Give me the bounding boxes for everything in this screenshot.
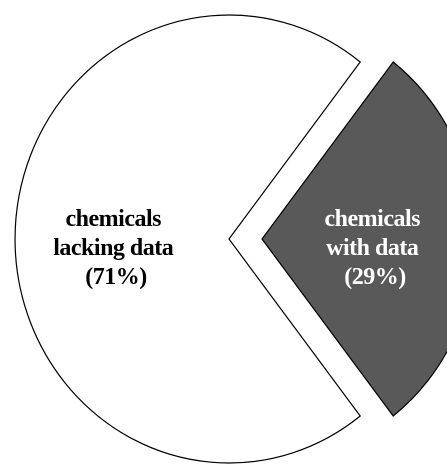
slice-label-chemicals-with-data: chemicals with data (29%): [325, 206, 426, 290]
slice-label-percent: (71%): [85, 264, 146, 290]
slice-chemicals-lacking-data: [14, 14, 362, 464]
slice-label-line: chemicals: [66, 206, 162, 232]
slice-label-percent: (29%): [344, 264, 405, 290]
slice-label-chemicals-lacking-data: chemicals lacking data (71%): [53, 206, 179, 290]
slice-label-line: chemicals: [325, 206, 421, 232]
slice-chemicals-with-data: [261, 61, 447, 417]
slice-label-line: with data: [326, 235, 419, 261]
slice-label-line: lacking data: [53, 235, 174, 261]
